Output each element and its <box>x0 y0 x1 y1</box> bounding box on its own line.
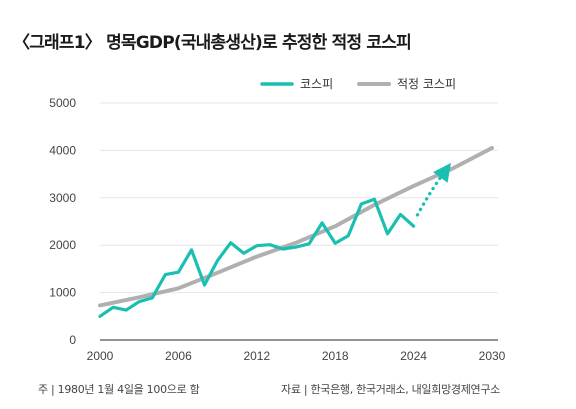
x-tick-label: 2030 <box>479 349 506 363</box>
y-tick-label: 2000 <box>49 238 76 252</box>
kospi-line <box>98 197 416 318</box>
y-tick-label: 1000 <box>49 286 76 300</box>
footnote: 주 | 1980년 1월 4일을 100으로 함 <box>38 383 200 396</box>
y-axis-ticks: 5000 4000 3000 2000 1000 0 <box>49 96 76 347</box>
chart-title: 〈그래프1〉 명목GDP(국내총생산)로 추정한 적정 코스피 <box>13 33 412 53</box>
y-tick-label: 0 <box>69 333 76 347</box>
y-tick-label: 3000 <box>49 191 76 205</box>
source-note: 자료 | 한국은행, 한국거래소, 내일희망경제연구소 <box>281 383 500 396</box>
y-tick-label: 4000 <box>49 143 76 157</box>
grid-lines <box>100 102 498 341</box>
x-tick-label: 2018 <box>322 349 349 363</box>
legend-label-kospi: 코스피 <box>300 77 333 91</box>
series-lines <box>98 146 494 318</box>
fair-kospi-line <box>98 146 494 308</box>
x-tick-label: 2006 <box>165 349 192 363</box>
x-tick-label: 2024 <box>400 349 427 363</box>
x-axis-ticks: 2000 2006 2012 2018 2024 2030 <box>87 349 506 363</box>
y-tick-label: 5000 <box>49 96 76 110</box>
legend-label-fair-kospi: 적정 코스피 <box>397 77 456 91</box>
projection-arrow-head <box>433 162 452 183</box>
legend: 코스피 적정 코스피 <box>260 77 456 91</box>
x-tick-label: 2000 <box>87 349 114 363</box>
x-tick-label: 2012 <box>243 349 270 363</box>
